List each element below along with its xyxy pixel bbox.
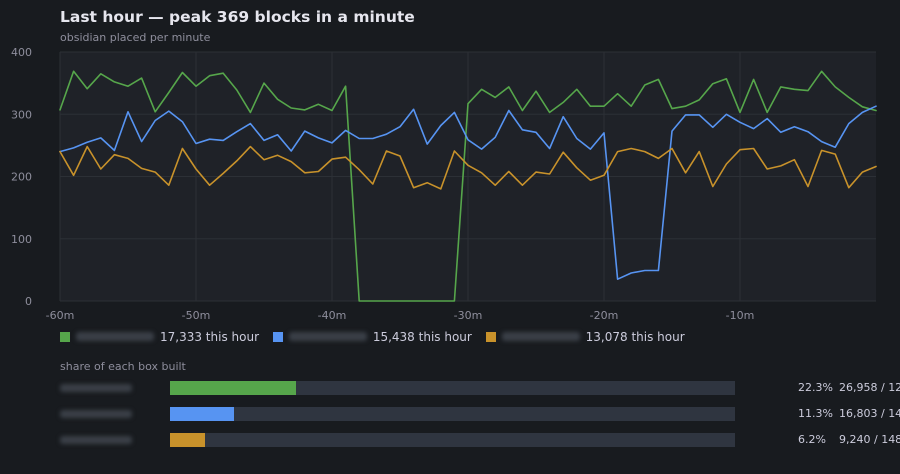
share-row-1: 22.3% 26,958 / 120,744 <box>60 381 900 395</box>
share-percent-2: 11.3% <box>798 407 833 420</box>
share-redacted-name-3 <box>60 436 132 444</box>
y-tick-label-100: 100 <box>11 233 32 246</box>
share-redacted-name-2 <box>60 410 132 418</box>
share-bar-fill-1 <box>170 381 296 395</box>
y-tick-label-0: 0 <box>25 295 32 308</box>
legend-swatch-3 <box>485 332 496 342</box>
y-tick-label-300: 300 <box>11 108 32 121</box>
x-tick-label-2: -40m <box>318 309 347 322</box>
y-tick-label-200: 200 <box>11 171 32 184</box>
chart-title: Last hour — peak 369 blocks in a minute <box>60 8 415 26</box>
legend-redacted-name-1 <box>76 332 154 341</box>
share-percent-3: 6.2% <box>798 433 826 446</box>
x-tick-label-4: -20m <box>590 309 619 322</box>
legend-redacted-name-2 <box>288 332 367 341</box>
chart-subtitle: obsidian placed per minute <box>60 31 211 44</box>
series-line-1 <box>59 70 877 302</box>
share-bar-track-3: 6.2% 9,240 / 148,473 <box>170 433 900 447</box>
x-tick-label-3: -30m <box>454 309 483 322</box>
share-count-2: 16,803 / 148,473 <box>839 407 900 420</box>
chart-legend: 17,333 this hour 15,438 this hour 13,078… <box>60 330 695 344</box>
share-count-3: 9,240 / 148,473 <box>839 433 900 446</box>
legend-swatch-2 <box>272 332 283 342</box>
share-bar-track-1: 22.3% 26,958 / 120,744 <box>170 381 900 395</box>
x-tick-label-5: -10m <box>726 309 755 322</box>
series-line-2 <box>59 105 877 281</box>
legend-item-1[interactable]: 17,333 this hour <box>60 330 259 344</box>
share-percent-1: 22.3% <box>798 381 833 394</box>
legend-item-2[interactable]: 15,438 this hour <box>272 330 472 344</box>
legend-redacted-name-3 <box>501 332 580 341</box>
share-section-label: share of each box built <box>60 360 186 373</box>
share-bar-fill-3 <box>170 433 206 447</box>
legend-value-2: 15,438 this hour <box>372 330 472 344</box>
legend-value-3: 13,078 this hour <box>585 330 685 344</box>
share-redacted-name-1 <box>60 384 132 392</box>
x-tick-label-0: -60m <box>46 309 75 322</box>
legend-value-1: 17,333 this hour <box>160 330 259 344</box>
line-chart: 0 100 200 300 400 -60m -50m -40m -30m -20m -10m <box>11 46 877 322</box>
legend-swatch-1 <box>60 332 70 342</box>
series-line-3 <box>59 145 877 190</box>
share-row-3: 6.2% 9,240 / 148,473 <box>60 433 900 447</box>
y-tick-label-400: 400 <box>11 46 32 59</box>
share-bar-track-2: 11.3% 16,803 / 148,473 <box>170 407 900 421</box>
share-count-1: 26,958 / 120,744 <box>839 381 900 394</box>
legend-item-3[interactable]: 13,078 this hour <box>485 330 685 344</box>
share-bar-fill-2 <box>170 407 234 421</box>
x-tick-label-1: -50m <box>182 309 211 322</box>
share-row-2: 11.3% 16,803 / 148,473 <box>60 407 900 421</box>
